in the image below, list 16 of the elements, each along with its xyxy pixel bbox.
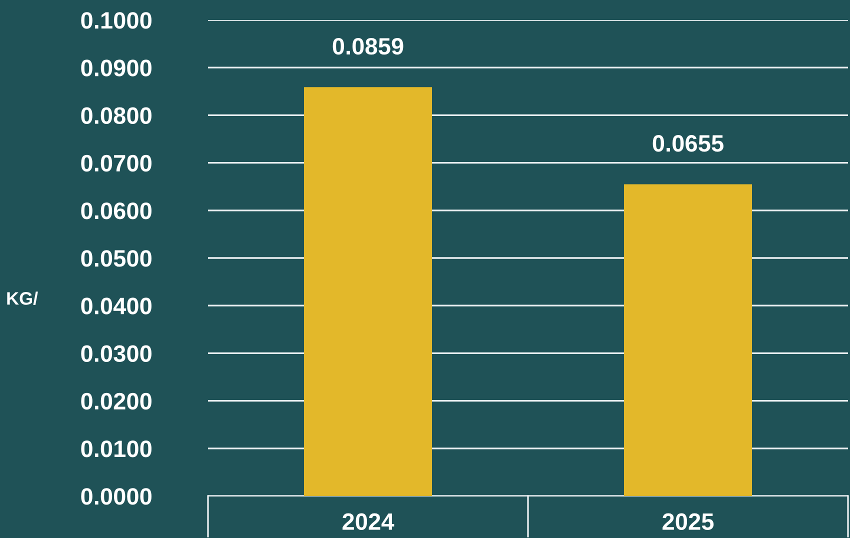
- y-tick-label: 0.0100: [81, 440, 152, 458]
- y-tick-label: 0.0600: [81, 202, 152, 220]
- y-tick-label: 0.0200: [81, 392, 152, 410]
- y-tick-label: 0.0700: [81, 154, 152, 172]
- y-tick-label: 0.0800: [81, 107, 152, 124]
- y-tick-label: 0.0900: [81, 60, 152, 76]
- data-label: 0.0655: [652, 135, 724, 152]
- y-tick-label: 0.0500: [81, 250, 152, 267]
- y-tick-label: 0.1000: [81, 12, 152, 29]
- y-tick-label: 0.0400: [81, 298, 152, 314]
- y-tick-label: 0.0000: [81, 488, 152, 505]
- y-tick-label: 0.0300: [81, 345, 152, 362]
- x-tick-label: 2024: [342, 513, 394, 530]
- data-label: 0.0859: [332, 38, 404, 55]
- y-axis-title: KG/: [7, 292, 38, 306]
- x-tick-label: 2025: [662, 513, 714, 530]
